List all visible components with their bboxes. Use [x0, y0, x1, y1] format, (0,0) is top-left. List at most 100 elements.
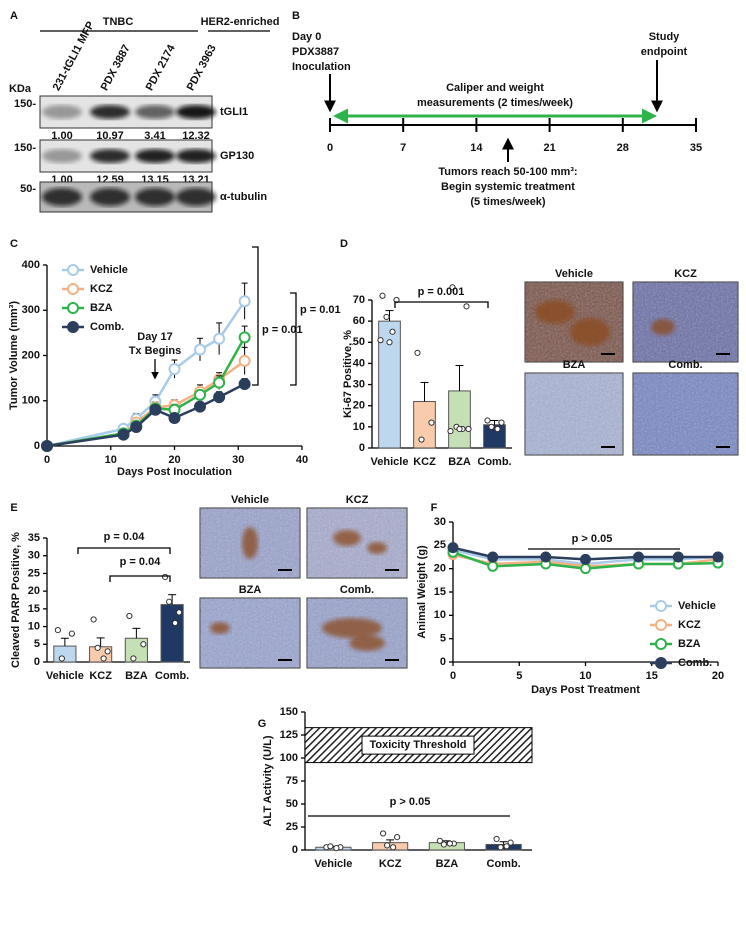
data-dot [377, 337, 384, 344]
y-tick-label: 10 [28, 620, 40, 632]
y-axis-label: Cleaved PARP Positive, % [10, 532, 22, 668]
x-tick-label: Comb. [477, 456, 511, 468]
bar [448, 390, 471, 449]
bracket [252, 246, 259, 386]
data-dot [447, 427, 454, 435]
data-dot [126, 612, 133, 620]
data-dot [384, 842, 391, 849]
blot-band [90, 105, 130, 119]
micrograph-label: Vehicle [231, 494, 269, 506]
timeline-text: endpoint [641, 46, 688, 58]
x-tick-label: 10 [579, 670, 591, 682]
panel-label: F [431, 502, 438, 514]
data-dot [90, 616, 97, 623]
data-dot [380, 830, 387, 837]
data-point [712, 551, 724, 563]
bar [372, 842, 409, 851]
legend-label: KCZ [90, 283, 113, 295]
y-tick-label: 0 [359, 442, 365, 454]
timeline-text: Study [649, 31, 680, 43]
data-dot [54, 627, 61, 634]
data-dot [465, 425, 472, 433]
blot-band [90, 149, 130, 163]
data-dot [94, 644, 101, 651]
x-tick-label: KCZ [379, 858, 402, 870]
micrograph-label: KCZ [346, 494, 369, 506]
y-axis-label: Animal Weight (g) [416, 545, 428, 639]
legend-marker [67, 283, 79, 295]
x-tick-label: BZA [448, 456, 471, 468]
y-axis-label: Ki-67 Positive, % [342, 330, 354, 418]
y-axis-label: Tumor Volume (mm³) [8, 301, 20, 410]
data-dot [494, 425, 501, 433]
x-tick-label: BZA [436, 858, 459, 870]
micrograph-label: Comb. [340, 584, 374, 596]
data-dot [130, 655, 137, 662]
p-value: p = 0.001 [418, 286, 465, 298]
data-dot [162, 573, 169, 581]
data-point [672, 551, 684, 563]
timeline-tick-label: 14 [470, 142, 483, 154]
x-tick-label: Comb. [487, 858, 521, 870]
quant-label: 10.97 [96, 130, 124, 142]
data-dot [484, 417, 491, 424]
x-tick-label: 0 [450, 670, 456, 682]
data-point [487, 560, 499, 572]
data-dot [414, 349, 421, 356]
panel-label: A [10, 10, 18, 22]
y-tick-label: 0 [34, 440, 40, 452]
data-dot [58, 655, 65, 662]
micrograph-texture [525, 373, 623, 455]
timeline-tick-label: 35 [690, 142, 702, 154]
blot-band [176, 149, 216, 163]
data-dot [68, 630, 75, 637]
quant-label: 1.00 [51, 130, 72, 142]
y-tick-label: 20 [28, 585, 40, 597]
micrograph-label: BZA [563, 359, 586, 371]
legend-label: KCZ [678, 619, 701, 631]
bracket [77, 547, 171, 554]
data-point [130, 420, 143, 433]
data-point [633, 551, 644, 563]
blot-band [135, 105, 175, 119]
marker-label: 150- [14, 98, 36, 110]
group-label: TNBC [103, 16, 134, 28]
data-dot [176, 609, 183, 616]
blot-band [42, 149, 82, 163]
protein-label: tGLI1 [220, 106, 248, 118]
y-tick-label: 40 [353, 357, 365, 369]
x-tick-label: Vehicle [371, 456, 409, 468]
timeline-text: Caliper and weight [446, 82, 544, 94]
annotation: Day 17 [137, 331, 172, 343]
bracket [394, 301, 489, 308]
stain [570, 318, 610, 346]
annotation: Tx Begins [129, 345, 182, 357]
x-tick-label: 30 [232, 454, 244, 466]
y-axis-label: ALT Activity (U/L) [262, 735, 274, 826]
micrograph-texture [633, 282, 738, 362]
data-dot [488, 423, 495, 430]
x-tick-label: Vehicle [46, 670, 84, 682]
threshold-label: Toxicity Threshold [370, 739, 467, 751]
bracket [109, 575, 171, 582]
data-dot [497, 844, 504, 851]
blot-band [135, 188, 175, 206]
y-tick-label: 10 [353, 421, 365, 433]
data-point [194, 388, 206, 401]
timeline-text: PDX3887 [292, 46, 339, 58]
x-axis-label: Days Post Treatment [531, 684, 640, 696]
data-point [117, 428, 130, 441]
blot-band [135, 149, 175, 163]
blot-band [176, 105, 216, 119]
stain [535, 300, 575, 324]
x-tick-label: 15 [646, 670, 658, 682]
data-dot [449, 284, 456, 291]
y-tick-label: 200 [22, 349, 40, 361]
panel-label: G [258, 718, 267, 730]
data-point [213, 332, 226, 345]
data-dot [333, 845, 340, 852]
group-label: HER2-enriched [201, 16, 280, 28]
bracket [290, 292, 297, 386]
